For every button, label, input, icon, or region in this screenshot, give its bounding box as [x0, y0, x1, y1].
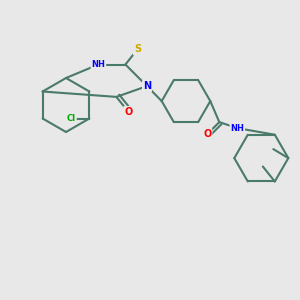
Text: NH: NH [92, 60, 105, 69]
Text: S: S [134, 44, 141, 55]
Text: N: N [143, 81, 151, 91]
Text: O: O [203, 129, 212, 139]
Text: Cl: Cl [67, 114, 76, 123]
Text: O: O [124, 107, 133, 117]
Text: NH: NH [230, 124, 244, 133]
